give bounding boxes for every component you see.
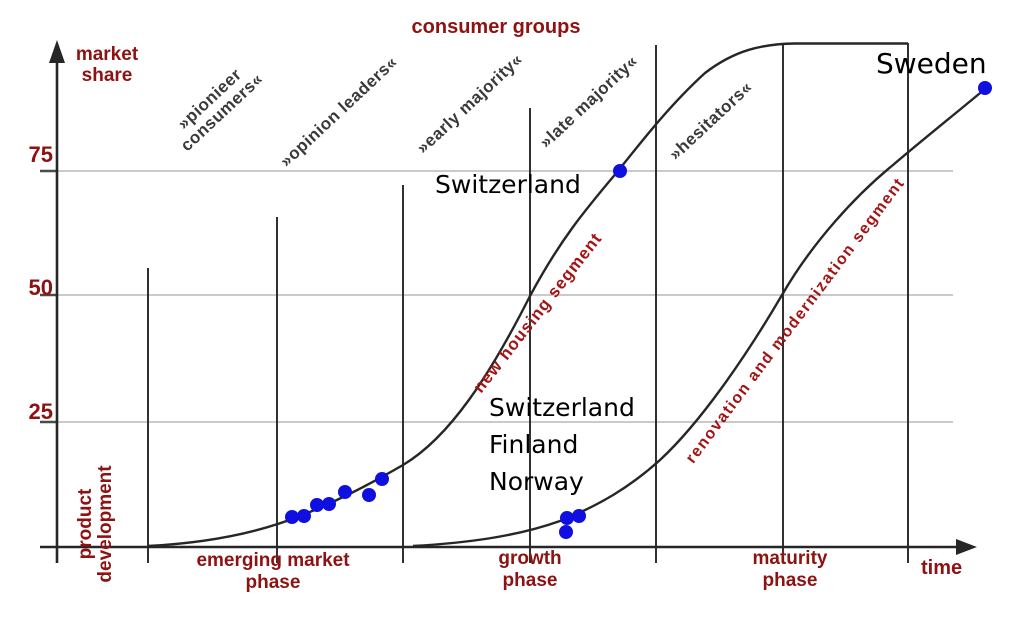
data-point	[613, 164, 627, 178]
x-axis-title: time	[921, 557, 963, 579]
y-axis-arrow	[49, 40, 65, 63]
dots-layer	[285, 81, 992, 539]
country-stack-finland: Finland	[489, 430, 579, 459]
country-label-stack: Switzerland Finland Norway	[489, 389, 635, 500]
data-point	[285, 510, 299, 524]
country-stack-switzerland: Switzerland	[489, 393, 635, 422]
data-point	[978, 81, 992, 95]
y-axis-title-line2: share	[81, 65, 133, 86]
country-stack-norway: Norway	[489, 467, 584, 496]
axis-layer	[40, 40, 977, 563]
product-development-line2: development	[95, 465, 116, 583]
phase-label-maturity: maturity phase	[753, 548, 828, 592]
data-point	[338, 485, 352, 499]
growth-line1: growth	[498, 548, 562, 569]
tick-label-75: 75	[28, 142, 53, 167]
curve-renovation-modernization-segment	[412, 88, 986, 548]
product-development-label: product development	[75, 465, 116, 583]
phase-label-emerging-market: emerging market phase	[196, 550, 349, 594]
product-development-line1: product	[75, 488, 96, 560]
data-point	[560, 511, 574, 525]
x-axis-arrow	[956, 539, 977, 555]
grid-layer	[40, 169, 953, 424]
country-label-sweden: Sweden	[876, 47, 987, 80]
data-point	[375, 472, 389, 486]
country-label-switzerland-upper: Switzerland	[435, 170, 581, 199]
data-point	[572, 509, 586, 523]
phase-label-growth: growth phase	[498, 548, 561, 592]
tick-label-25: 25	[28, 399, 53, 424]
growth-line2: phase	[502, 570, 558, 591]
data-point	[559, 525, 573, 539]
emerging-market-line1: emerging market	[196, 550, 350, 571]
y-axis-title: market share	[61, 44, 153, 86]
maturity-line2: phase	[762, 570, 818, 591]
emerging-market-line2: phase	[245, 572, 301, 593]
chart-title: consumer groups	[411, 16, 581, 38]
data-point	[297, 509, 311, 523]
divider-layer	[147, 43, 909, 563]
data-point	[310, 498, 324, 512]
data-point	[322, 497, 336, 511]
y-axis-title-line1: market	[75, 44, 139, 65]
data-point	[362, 488, 376, 502]
maturity-line1: maturity	[752, 548, 828, 569]
tick-label-50: 50	[28, 275, 53, 300]
